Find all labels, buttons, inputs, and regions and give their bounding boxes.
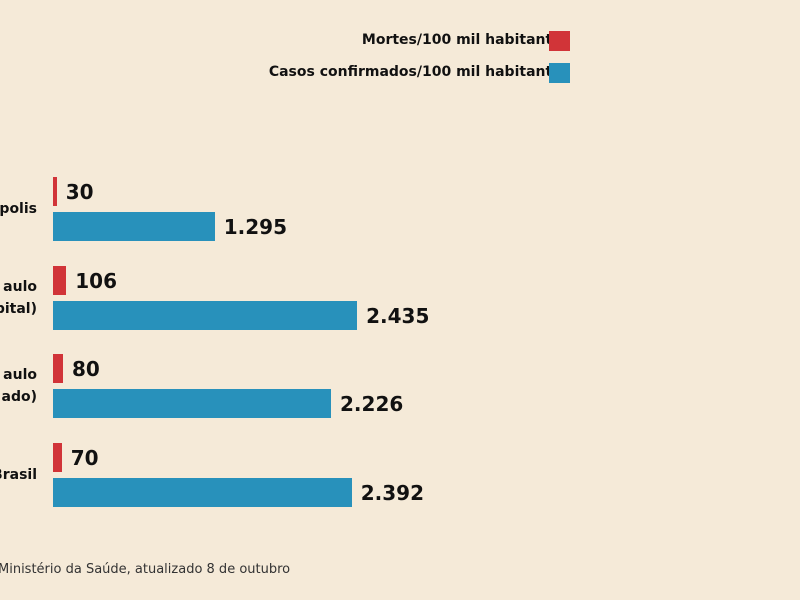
category-label: Brasil — [0, 467, 37, 484]
data-label: 1.295 — [223, 215, 287, 239]
data-label: 2.392 — [360, 481, 425, 506]
cases-bar — [53, 389, 332, 419]
data-label: 70 — [70, 446, 99, 471]
legend-swatch — [549, 63, 570, 83]
data-label: 106 — [75, 268, 117, 293]
legend-label: Mortes/100 mil habitantes — [361, 32, 570, 48]
data-label: 2.435 — [366, 303, 430, 328]
deaths-bar — [53, 177, 57, 206]
deaths-bar — [53, 265, 67, 295]
category-label: aulo ado) — [1, 367, 38, 406]
cases-bar — [53, 478, 352, 508]
cases-bar — [53, 300, 358, 330]
deaths-bar — [53, 443, 62, 473]
data-label: 80 — [71, 357, 100, 382]
data-label: 2.226 — [340, 392, 404, 417]
legend-label: Casos confirmados/100 mil habitantes — [268, 64, 570, 80]
cases-bar — [53, 212, 215, 241]
data-label: 30 — [65, 180, 94, 204]
category-label: polis — [0, 201, 37, 217]
legend-swatch — [549, 31, 570, 51]
source-note: Ministério da Saúde, atualizado 8 de out… — [0, 562, 291, 577]
deaths-bar — [53, 354, 63, 384]
category-label: aulopital) — [0, 278, 37, 317]
